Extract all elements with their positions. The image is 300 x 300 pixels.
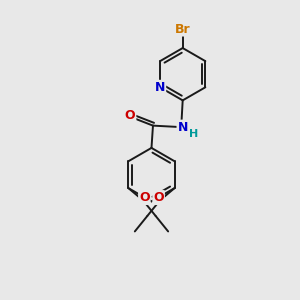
Text: H: H <box>189 129 198 139</box>
Text: N: N <box>155 81 165 94</box>
Text: N: N <box>178 121 188 134</box>
Text: O: O <box>125 109 135 122</box>
Text: O: O <box>153 191 164 204</box>
Text: O: O <box>139 191 150 204</box>
Text: Br: Br <box>175 22 190 35</box>
